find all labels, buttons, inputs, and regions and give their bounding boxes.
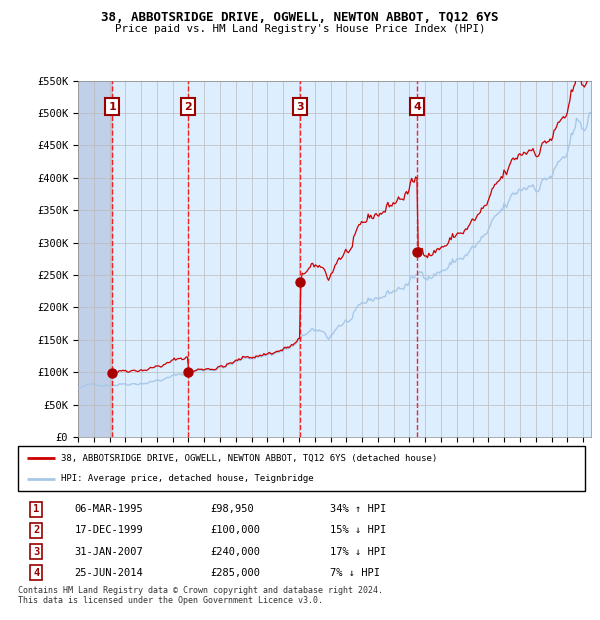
Text: 06-MAR-1995: 06-MAR-1995 <box>75 504 143 515</box>
Text: 1: 1 <box>33 504 39 515</box>
Text: HPI: Average price, detached house, Teignbridge: HPI: Average price, detached house, Teig… <box>61 474 313 484</box>
Text: 7% ↓ HPI: 7% ↓ HPI <box>330 568 380 578</box>
Text: £285,000: £285,000 <box>211 568 261 578</box>
Text: 38, ABBOTSRIDGE DRIVE, OGWELL, NEWTON ABBOT, TQ12 6YS (detached house): 38, ABBOTSRIDGE DRIVE, OGWELL, NEWTON AB… <box>61 454 437 463</box>
FancyBboxPatch shape <box>18 446 585 491</box>
Text: Price paid vs. HM Land Registry's House Price Index (HPI): Price paid vs. HM Land Registry's House … <box>115 24 485 33</box>
Text: 25-JUN-2014: 25-JUN-2014 <box>75 568 143 578</box>
Text: 3: 3 <box>296 102 304 112</box>
Text: 3: 3 <box>33 547 39 557</box>
Text: 4: 4 <box>33 568 39 578</box>
Text: £100,000: £100,000 <box>211 526 261 536</box>
Text: 17-DEC-1999: 17-DEC-1999 <box>75 526 143 536</box>
Text: 15% ↓ HPI: 15% ↓ HPI <box>330 526 386 536</box>
Bar <box>78 81 112 437</box>
Text: 4: 4 <box>413 102 421 112</box>
Text: £98,950: £98,950 <box>211 504 254 515</box>
Text: 1: 1 <box>109 102 116 112</box>
Text: £240,000: £240,000 <box>211 547 261 557</box>
Bar <box>78 81 112 437</box>
Text: 2: 2 <box>33 526 39 536</box>
Text: 2: 2 <box>184 102 192 112</box>
Text: 34% ↑ HPI: 34% ↑ HPI <box>330 504 386 515</box>
Text: 17% ↓ HPI: 17% ↓ HPI <box>330 547 386 557</box>
Text: 31-JAN-2007: 31-JAN-2007 <box>75 547 143 557</box>
Text: 38, ABBOTSRIDGE DRIVE, OGWELL, NEWTON ABBOT, TQ12 6YS: 38, ABBOTSRIDGE DRIVE, OGWELL, NEWTON AB… <box>101 11 499 24</box>
Text: Contains HM Land Registry data © Crown copyright and database right 2024.
This d: Contains HM Land Registry data © Crown c… <box>18 586 383 605</box>
